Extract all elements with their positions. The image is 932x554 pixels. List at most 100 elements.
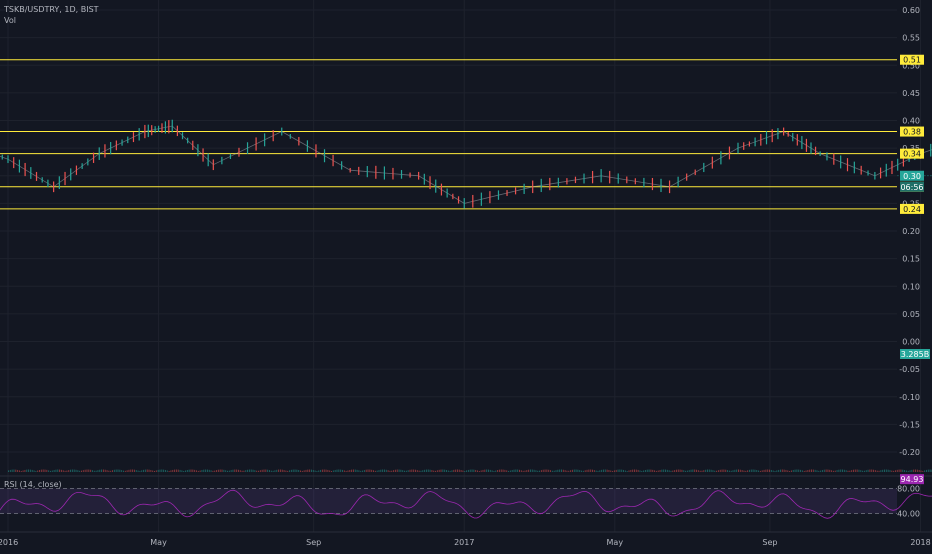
volume-bar	[274, 470, 276, 472]
volume-bar	[918, 469, 920, 472]
volume-bar	[294, 469, 296, 472]
volume-bar	[159, 469, 161, 472]
volume-bar	[670, 470, 672, 472]
volume-bar	[451, 470, 453, 472]
volume-bar	[378, 470, 380, 472]
volume-bar	[672, 470, 674, 472]
volume-bar	[128, 469, 130, 472]
volume-bar	[821, 470, 823, 472]
volume-bar	[405, 470, 407, 472]
volume-bar	[130, 469, 132, 472]
volume-bar	[122, 470, 124, 472]
volume-bar	[717, 470, 719, 472]
volume-bar	[730, 470, 732, 472]
volume-bar	[170, 470, 172, 472]
volume-bar	[560, 469, 562, 472]
volume-bar	[748, 469, 750, 472]
volume-bar	[389, 470, 391, 472]
volume-bar	[349, 470, 351, 472]
volume-bar	[803, 470, 805, 472]
volume-label[interactable]: Vol	[4, 16, 16, 25]
volume-bar	[551, 470, 553, 472]
y-tick-label: -0.15	[899, 420, 920, 429]
volume-bar	[404, 470, 406, 472]
volume-bar	[852, 469, 854, 472]
volume-bar	[873, 469, 875, 472]
volume-bar	[889, 470, 891, 472]
volume-bar	[75, 469, 77, 472]
volume-bar	[442, 469, 444, 472]
volume-bar	[750, 469, 752, 472]
volume-bar	[798, 469, 800, 472]
y-tick-label: 0.60	[902, 6, 920, 15]
volume-bar	[887, 469, 889, 472]
volume-bar	[874, 470, 876, 472]
level-badge-label: 0.24	[903, 205, 921, 214]
volume-bar	[497, 469, 499, 472]
volume-bar	[477, 470, 479, 472]
volume-bar	[581, 470, 583, 472]
volume-bar	[621, 469, 623, 472]
volume-bar	[39, 469, 41, 472]
volume-bar	[427, 469, 429, 472]
rsi-label[interactable]: RSI (14, close)	[4, 480, 62, 489]
volume-bar	[431, 470, 433, 472]
volume-bar	[842, 469, 844, 472]
time-axis[interactable]: 2016MaySep2017MaySep2018MaySep2019MaySep…	[0, 538, 932, 547]
volume-bar	[70, 469, 72, 472]
volume-bar	[756, 470, 758, 472]
volume-bar	[666, 469, 668, 472]
volume-bar	[840, 469, 842, 472]
volume-bar	[650, 469, 652, 472]
volume-bar	[278, 469, 280, 472]
volume-bar	[566, 470, 568, 472]
symbol-title[interactable]: TSKB/USDTRY, 1D, BIST	[4, 5, 99, 14]
volume-bar	[276, 469, 278, 472]
volume-bar	[440, 469, 442, 472]
volume-bar	[387, 470, 389, 472]
volume-bar	[369, 469, 371, 472]
volume-bar	[248, 469, 250, 472]
volume-bar	[256, 470, 258, 472]
volume-bar	[597, 470, 599, 472]
volume-bar	[307, 469, 309, 472]
volume-bar	[44, 469, 46, 472]
volume-bar	[424, 469, 426, 472]
volume-bar	[422, 470, 424, 472]
volume-bar	[40, 469, 42, 472]
volume-bar	[318, 470, 320, 472]
volume-bar	[447, 470, 449, 472]
volume-bar	[192, 469, 194, 472]
volume-bar	[891, 470, 893, 472]
volume-bar	[511, 470, 513, 472]
level-badge	[900, 203, 924, 214]
horizontal-levels[interactable]	[0, 59, 897, 210]
volume-bar	[679, 469, 681, 472]
volume-bar	[380, 469, 382, 472]
volume-bar	[438, 469, 440, 472]
volume-bar	[225, 470, 227, 472]
volume-bar	[500, 469, 502, 472]
volume-bar	[144, 469, 146, 472]
volume-bar	[316, 470, 318, 472]
volume-bar	[601, 469, 603, 472]
volume-bar	[478, 470, 480, 472]
volume-bar	[495, 470, 497, 472]
volume-bar	[665, 469, 666, 472]
volume-bar	[243, 470, 245, 472]
volume-bar	[110, 470, 112, 472]
volume-bar	[774, 470, 776, 472]
volume-bar	[681, 469, 683, 472]
volume-bar	[97, 470, 99, 472]
rsi-panel: 80.00 40.00	[0, 475, 932, 519]
volume-bar	[329, 470, 331, 472]
volume-bar	[152, 470, 154, 472]
volume-bar	[736, 469, 738, 472]
volume-bar	[247, 469, 249, 472]
volume-bar	[546, 469, 548, 472]
volume-bar	[101, 469, 103, 472]
volume-bar	[24, 469, 26, 472]
volume-bar	[323, 469, 325, 472]
y-tick-label: 0.20	[902, 227, 920, 236]
